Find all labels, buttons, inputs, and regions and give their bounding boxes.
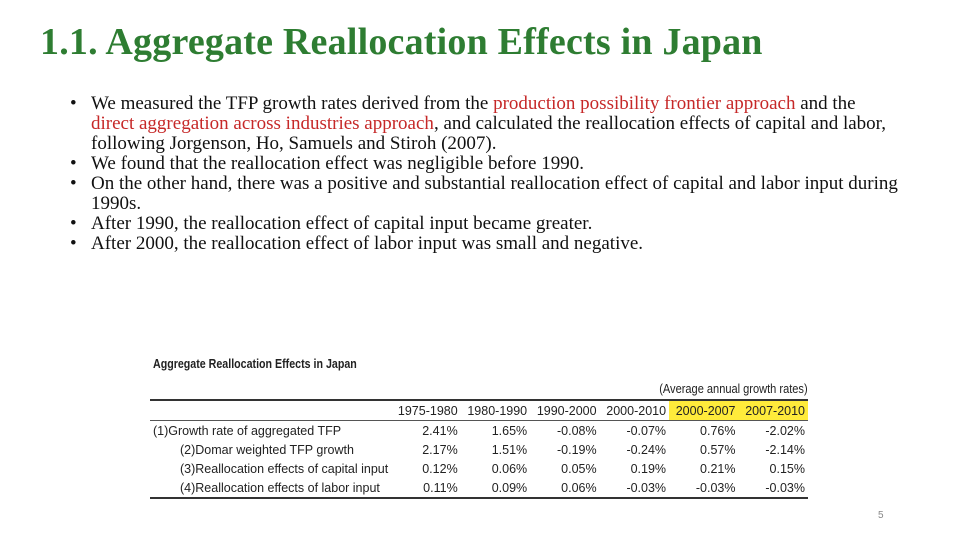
bullet-text: After 1990, the reallocation effect of c… (91, 213, 593, 234)
table-row-label: (4)Reallocation effects of labor input (180, 480, 380, 495)
bullet-item: • We found that the reallocation effect w… (70, 154, 900, 174)
table-cell: -0.24% (626, 442, 667, 457)
table-header-row: 1975-1980 1980-1990 1990-2000 2000-2010 2000… (150, 400, 808, 421)
bullet-text: and the (795, 93, 856, 114)
bullet-item: • On the other hand, there was a positive… (70, 174, 900, 214)
table-row-label: (2)Domar weighted TFP growth (180, 442, 354, 457)
table-cell: -0.19% (556, 442, 597, 457)
bullet-dot-icon: • (70, 173, 77, 194)
bullet-item: • After 1990, the reallocation effect of … (70, 214, 900, 234)
table-row-label: (3)Reallocation effects of capital input (180, 461, 389, 476)
table-cell: -0.07% (626, 423, 667, 438)
bullet-list: • We measured the TFP growth rates derive… (70, 94, 900, 254)
table-cell: -2.02% (765, 423, 805, 438)
table-column-header: 2000-2007 (669, 400, 739, 421)
table-cell: 1.65% (491, 423, 528, 438)
table-cell: 0.76% (700, 423, 736, 438)
highlighted-text: production possibility frontier approach (493, 93, 796, 114)
table-cell: 1.51% (491, 442, 528, 457)
table-row: (4)Reallocation effects of labor input 0.… (150, 478, 808, 498)
table-cell: 2.17% (422, 442, 458, 457)
slide-title: 1.1. Aggregate Reallocation Effects in J… (40, 21, 763, 63)
table-cell: 0.15% (769, 461, 805, 476)
bullet-text: We found that the reallocation effect wa… (91, 153, 584, 174)
table-cell: 0.12% (422, 461, 458, 476)
table-cell: 0.05% (561, 461, 597, 476)
bullet-item: • We measured the TFP growth rates derive… (70, 94, 900, 154)
bullet-text: , and calculated the reallocation effect… (91, 113, 886, 154)
table-row-label: (1)Growth rate of aggregated TFP (153, 423, 342, 438)
table-title: Aggregate Reallocation Effects in Japan (153, 356, 357, 371)
reallocation-table: 1975-1980 1980-1990 1990-2000 2000-2010 2000… (150, 399, 808, 499)
bullet-text: We measured the TFP growth rates derived… (91, 93, 494, 114)
bullet-dot-icon: • (70, 153, 77, 174)
table-column-header: 2000-2010 (606, 403, 667, 418)
table-column-header: 1975-1980 (397, 403, 458, 418)
table-column-header: 2007-2010 (738, 400, 808, 421)
table-cell: 0.57% (700, 442, 736, 457)
table-cell: 0.06% (491, 461, 528, 476)
table-cell: 0.19% (630, 461, 667, 476)
table-cell: 0.11% (423, 480, 458, 495)
table-column-header: 1990-2000 (536, 403, 597, 418)
table-cell: 0.09% (491, 480, 528, 495)
table-cell: 0.06% (561, 480, 597, 495)
table-cell: -0.03% (626, 480, 667, 495)
table-row: (3)Reallocation effects of capital input… (150, 459, 808, 478)
bullet-text: After 2000, the reallocation effect of l… (91, 233, 644, 254)
table-column-header: 1980-1990 (467, 403, 528, 418)
table-cell: 2.41% (422, 423, 458, 438)
table-cell: -0.08% (556, 423, 597, 438)
table-cell: -0.03% (765, 480, 805, 495)
bullet-item: • After 2000, the reallocation effect of … (70, 234, 900, 254)
table-row: (1)Growth rate of aggregated TFP 2.41% 1.6… (150, 421, 808, 441)
table-cell: -2.14% (765, 442, 805, 457)
table-row: (2)Domar weighted TFP growth 2.17% 1.51% -0… (150, 440, 808, 459)
page-number: 5 (878, 510, 884, 521)
bullet-dot-icon: • (70, 93, 77, 114)
table-note: (Average annual growth rates) (659, 381, 808, 396)
bullet-dot-icon: • (70, 233, 77, 254)
table-cell: 0.21% (700, 461, 736, 476)
bullet-dot-icon: • (70, 213, 77, 234)
table-cell: -0.03% (695, 480, 736, 495)
table-header-empty (150, 400, 391, 421)
highlighted-text: direct aggregation across industries app… (91, 113, 434, 134)
bullet-text: On the other hand, there was a positive … (91, 173, 898, 214)
